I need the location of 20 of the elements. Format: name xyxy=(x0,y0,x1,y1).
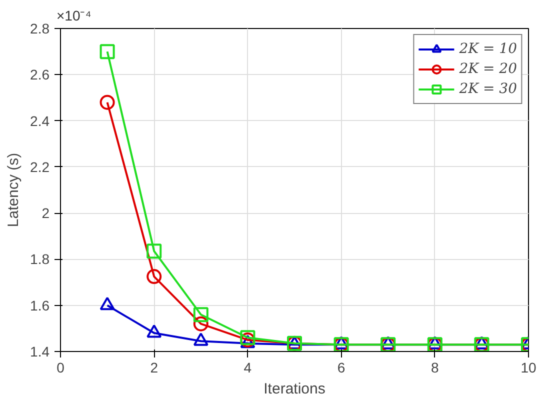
y-tick-label: 2.2 xyxy=(30,158,50,175)
x-tick-label: 2 xyxy=(150,360,158,376)
x-tick-label: 10 xyxy=(520,360,536,376)
y-tick-label: 1.6 xyxy=(30,297,50,314)
x-tick-label: 4 xyxy=(244,360,252,376)
x-tick-label: 6 xyxy=(337,360,346,376)
y-tick-label: 2.8 xyxy=(30,20,50,36)
y-tick-label: 2.6 xyxy=(30,66,50,83)
y-axis-title: Latency (s) xyxy=(5,152,22,228)
x-tick-label: 8 xyxy=(431,360,440,376)
text: ×10⁻⁴ xyxy=(56,8,92,24)
y-tick-label: 1.8 xyxy=(30,251,50,268)
legend-label: 2K = 30 xyxy=(459,81,517,97)
x-axis-title: Iterations xyxy=(264,380,326,398)
x-tick-label: 0 xyxy=(56,360,65,376)
legend-label: 2K = 10 xyxy=(459,41,517,57)
y-tick-label: 2.4 xyxy=(30,112,50,129)
legend-label: 2K = 20 xyxy=(459,61,517,77)
y-tick-label: 2 xyxy=(42,205,50,222)
y-tick-label: 1.4 xyxy=(30,344,50,360)
